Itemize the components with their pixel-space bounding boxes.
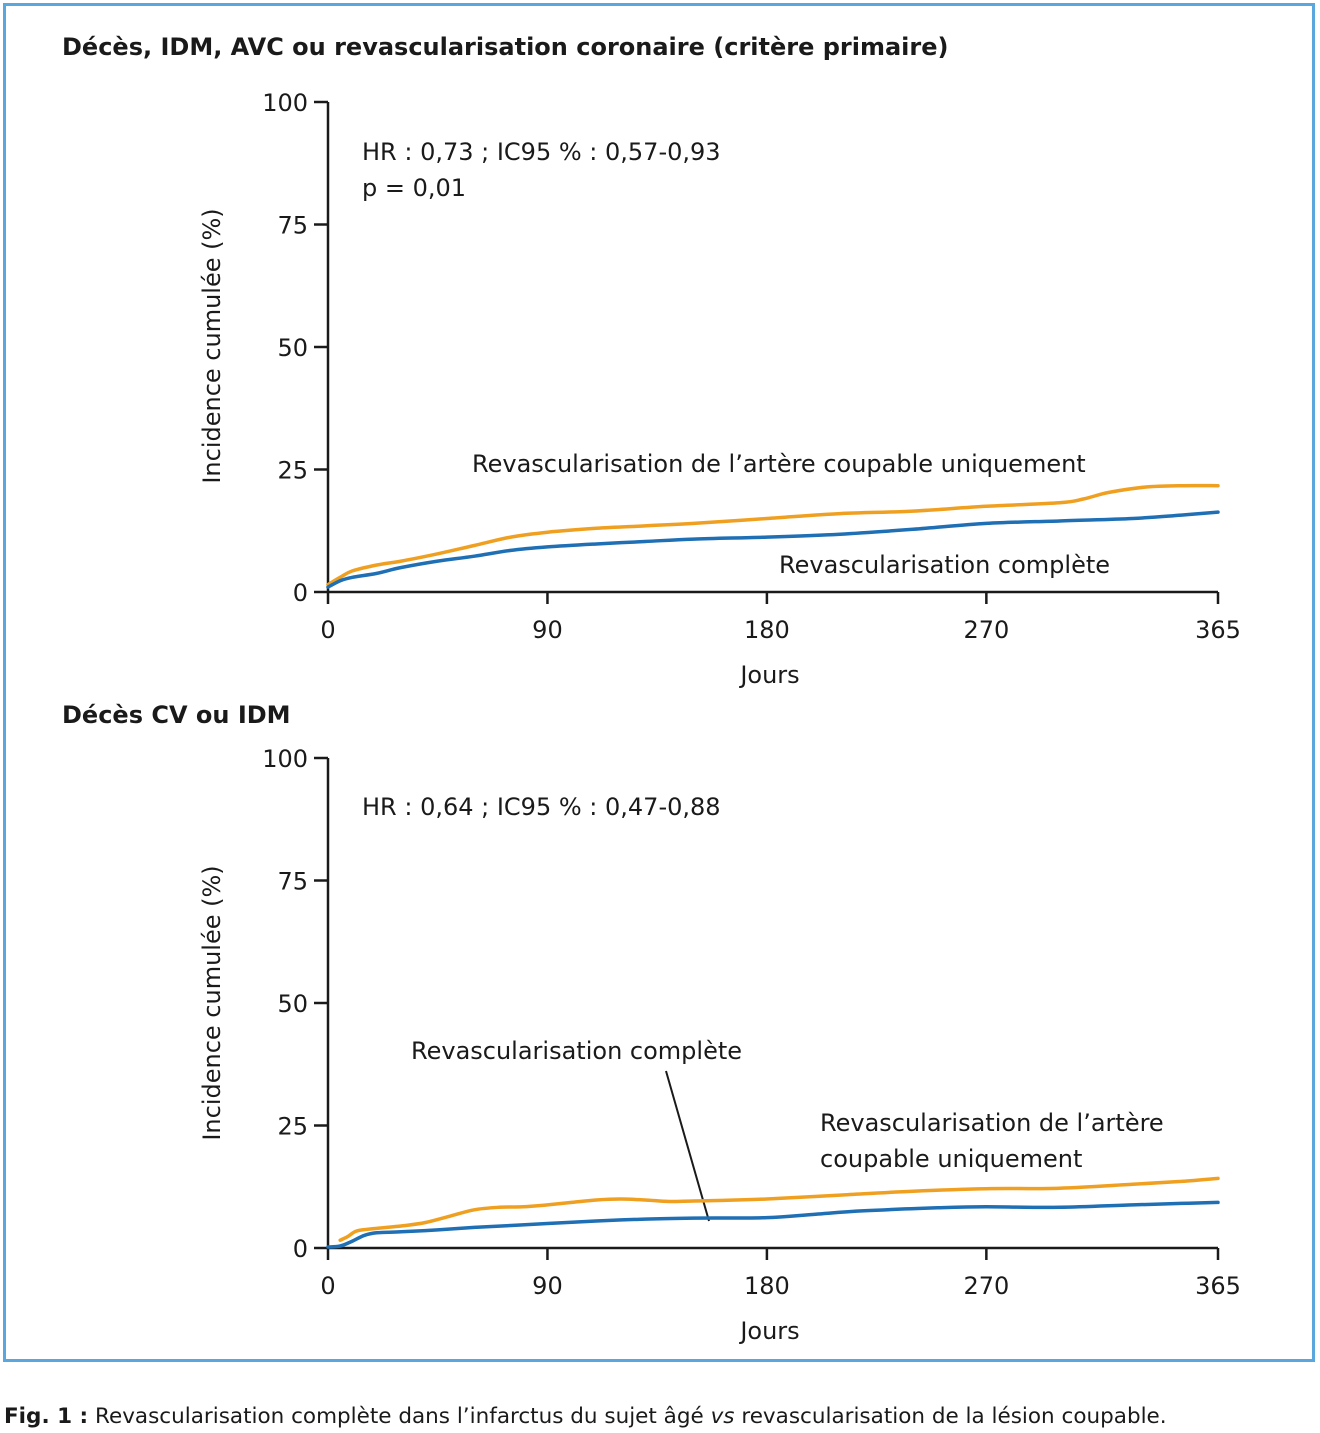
x-tick-label: 90 (532, 616, 563, 644)
y-tick-label: 50 (277, 334, 308, 362)
series-line-orange (338, 1176, 1220, 1242)
chart-panel-cv-death: Décès CV ou IDM Incidence cumulée (%) Jo… (62, 701, 1241, 1345)
x-tick-label: 90 (532, 1272, 563, 1300)
x-tick-label: 270 (963, 1272, 1009, 1300)
figure-canvas: Décès, IDM, AVC ou revascularisation cor… (62, 33, 1241, 1345)
y-tick-label: 100 (262, 745, 308, 773)
y-axis-label: Incidence cumulée (%) (198, 208, 226, 483)
series-line-orange (326, 483, 1220, 587)
axes: 0 25 50 75 100 0 90 180 270 365 (262, 745, 1241, 1300)
hr-annotation: HR : 0,73 ; IC95 % : 0,57-0,93 (362, 138, 721, 166)
x-tick-label: 0 (320, 616, 335, 644)
y-tick-label: 50 (277, 990, 308, 1018)
series-label-culprit-only: Revascularisation de l’artère coupable u… (472, 450, 1086, 478)
chart-panel-primary: Décès, IDM, AVC ou revascularisation cor… (62, 33, 1241, 689)
x-axis-label: Jours (738, 1317, 799, 1345)
y-tick-label: 0 (293, 1235, 308, 1263)
plot-area (326, 1176, 1220, 1249)
y-tick-label: 75 (277, 212, 308, 240)
caption-text-2: revascularisation de la lésion coupable. (734, 1404, 1167, 1429)
y-axis-label: Incidence cumulée (%) (198, 865, 226, 1140)
x-tick-label: 365 (1195, 1272, 1241, 1300)
series-label-complete: Revascularisation complète (779, 551, 1110, 579)
y-tick-label: 100 (262, 89, 308, 117)
y-tick-label: 0 (293, 579, 308, 607)
series-label-culprit-only-line1: Revascularisation de l’artère (820, 1109, 1164, 1137)
figure-frame (3, 3, 1315, 1362)
x-tick-label: 365 (1195, 616, 1241, 644)
y-tick-label: 25 (277, 457, 308, 485)
axes: 0 25 50 75 100 0 90 180 270 365 (262, 89, 1241, 644)
series-line-blue (326, 510, 1220, 589)
x-tick-label: 180 (744, 616, 790, 644)
chart-title: Décès, IDM, AVC ou revascularisation cor… (62, 33, 948, 61)
caption-text-1: Revascularisation complète dans l’infarc… (88, 1404, 711, 1429)
series-label-culprit-only-line2: coupable uniquement (820, 1145, 1082, 1173)
x-tick-label: 270 (963, 616, 1009, 644)
label-leader-line (665, 1070, 710, 1222)
y-tick-label: 75 (277, 868, 308, 896)
caption-vs: vs (710, 1404, 735, 1429)
x-tick-label: 0 (320, 1272, 335, 1300)
figure-caption: Fig. 1 : Revascularisation complète dans… (4, 1404, 1167, 1429)
series-line-blue (326, 1200, 1220, 1249)
hr-annotation: HR : 0,64 ; IC95 % : 0,47-0,88 (362, 793, 721, 821)
chart-title: Décès CV ou IDM (62, 701, 291, 729)
x-axis-label: Jours (738, 661, 799, 689)
x-tick-label: 180 (744, 1272, 790, 1300)
y-tick-label: 25 (277, 1113, 308, 1141)
caption-label: Fig. 1 : (4, 1404, 89, 1429)
plot-area (326, 483, 1220, 589)
series-label-complete: Revascularisation complète (411, 1037, 742, 1065)
p-value-annotation: p = 0,01 (362, 174, 466, 202)
